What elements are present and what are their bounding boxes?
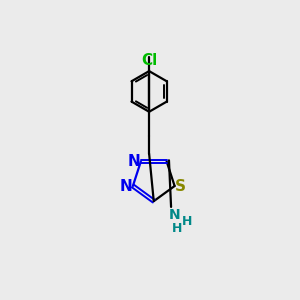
Text: S: S [175,178,186,194]
Text: N: N [169,208,180,222]
Text: H: H [172,222,182,236]
Text: H: H [182,215,192,229]
Text: N: N [128,154,141,169]
Text: Cl: Cl [141,53,157,68]
Text: N: N [120,178,133,194]
